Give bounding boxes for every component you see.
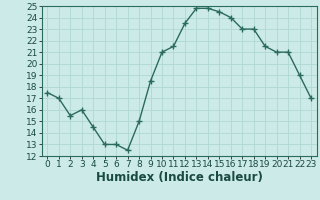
X-axis label: Humidex (Indice chaleur): Humidex (Indice chaleur)	[96, 171, 263, 184]
